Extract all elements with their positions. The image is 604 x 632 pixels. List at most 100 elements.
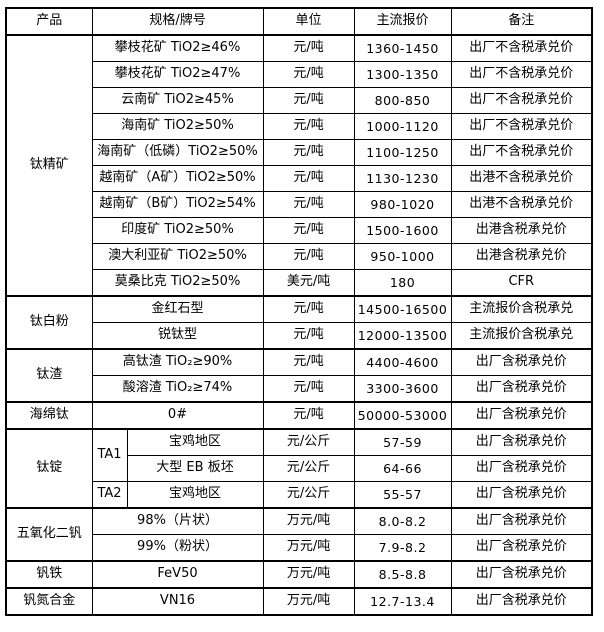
price-cell: 1360-1450 <box>353 34 452 62</box>
product-cell: 钛精矿 <box>5 34 93 297</box>
unit-cell: 元/公斤 <box>262 481 355 509</box>
unit-cell: 元/吨 <box>262 401 355 430</box>
product-cell: 钒铁 <box>5 560 93 589</box>
table-row: 海绵钛 0# 元/吨 50000-53000 出厂含税承兑价 <box>5 401 593 430</box>
price-cell: 7.9-8.2 <box>353 534 452 562</box>
unit-cell: 元/公斤 <box>262 428 355 456</box>
unit-cell: 元/吨 <box>262 217 355 244</box>
price-cell: 8.5-8.8 <box>353 560 452 589</box>
product-cell: 海绵钛 <box>5 401 93 430</box>
table-row: 锐钛型 元/吨 12000-13500 主流报价含税承兑 <box>6 322 593 350</box>
price-cell: 12.7-13.4 <box>353 587 452 616</box>
note-cell: 出厂不含税承兑价 <box>450 34 593 62</box>
price-cell: 50000-53000 <box>353 401 452 430</box>
col-header-note: 备注 <box>450 7 593 36</box>
spec-cell: 99%（粉状） <box>91 534 264 562</box>
unit-cell: 元/吨 <box>262 295 355 323</box>
note-cell: 主流报价含税承兑 <box>450 295 593 323</box>
product-cell: 钛锭 <box>5 428 93 509</box>
spec-cell: 海南矿 TiO2≥50% <box>91 113 264 140</box>
col-header-unit: 单位 <box>262 7 355 36</box>
note-cell: CFR <box>450 269 593 297</box>
grade-cell: TA1 <box>91 428 128 482</box>
spec-cell: 云南矿 TiO2≥45% <box>91 87 264 114</box>
table-row: 五氧化二钒 98%（片状） 万元/吨 8.0-8.2 出厂含税承兑价 <box>5 507 593 562</box>
table-row: 钛白粉 金红石型 元/吨 14500-16500 主流报价含税承兑 <box>5 295 593 350</box>
table-row: 钒氮合金 VN16 万元/吨 12.7-13.4 出厂含税承兑价 <box>5 587 593 616</box>
table-row: 海南矿（低磷）TiO2≥50% 元/吨 1100-1250 出厂不含税承兑价 <box>6 139 593 166</box>
price-cell: 8.0-8.2 <box>353 507 452 535</box>
spec-cell: 印度矿 TiO2≥50% <box>91 217 264 244</box>
col-header-price: 主流报价 <box>353 7 452 36</box>
price-cell: 180 <box>353 269 452 297</box>
price-cell: 980-1020 <box>353 191 452 218</box>
unit-cell: 元/吨 <box>262 191 355 218</box>
price-cell: 1130-1230 <box>353 165 452 192</box>
col-header-spec: 规格/牌号 <box>91 7 264 36</box>
price-cell: 55-57 <box>353 481 452 509</box>
spec-cell: 海南矿（低磷）TiO2≥50% <box>91 139 264 166</box>
note-cell: 出港不含税承兑价 <box>450 191 593 218</box>
table-row: 越南矿（B矿）TiO2≥54% 元/吨 980-1020 出港不含税承兑价 <box>6 191 593 218</box>
price-cell: 800-850 <box>353 87 452 114</box>
note-cell: 出厂含税承兑价 <box>450 455 593 482</box>
unit-cell: 元/吨 <box>262 139 355 166</box>
table-row: 钛锭 TA1 宝鸡地区 元/公斤 57-59 出厂含税承兑价 <box>5 428 593 509</box>
price-cell: 4400-4600 <box>353 348 452 376</box>
unit-cell: 元/吨 <box>262 34 355 62</box>
spec-cell: 酸溶渣 TiO₂≥74% <box>91 375 264 403</box>
note-cell: 出厂不含税承兑价 <box>450 61 593 88</box>
note-cell: 出港含税承兑价 <box>450 217 593 244</box>
price-cell: 1100-1250 <box>353 139 452 166</box>
unit-cell: 元/吨 <box>262 87 355 114</box>
table-row: TA2 宝鸡地区 元/公斤 55-57 出厂含税承兑价 <box>6 481 593 509</box>
table-row: 钒铁 FeV50 万元/吨 8.5-8.8 出厂含税承兑价 <box>5 560 593 589</box>
note-cell: 出厂不含税承兑价 <box>450 139 593 166</box>
price-table: 产品 规格/牌号 单位 主流报价 备注 钛精矿 攀枝花矿 TiO2≥46% 元/… <box>5 7 594 616</box>
note-cell: 主流报价含税承兑 <box>450 322 593 350</box>
price-cell: 1300-1350 <box>353 61 452 88</box>
note-cell: 出港含税承兑价 <box>450 243 593 270</box>
spec-cell: 锐钛型 <box>91 322 264 350</box>
spec-cell: 金红石型 <box>91 295 264 323</box>
table-row: 钛渣 高钛渣 TiO₂≥90% 元/吨 4400-4600 出厂含税承兑价 <box>5 348 593 403</box>
col-header-product: 产品 <box>5 7 93 36</box>
price-cell: 57-59 <box>353 428 452 456</box>
grade-cell: TA2 <box>91 481 128 509</box>
table-row: 澳大利亚矿 TiO2≥50% 元/吨 950-1000 出港含税承兑价 <box>6 243 593 270</box>
note-cell: 出厂含税承兑价 <box>450 534 593 562</box>
unit-cell: 元/吨 <box>262 375 355 403</box>
table-row: 云南矿 TiO2≥45% 元/吨 800-850 出厂不含税承兑价 <box>6 87 593 114</box>
note-cell: 出厂含税承兑价 <box>450 507 593 535</box>
product-cell: 五氧化二钒 <box>5 507 93 562</box>
spec-cell: 攀枝花矿 TiO2≥47% <box>91 61 264 88</box>
table-row: 印度矿 TiO2≥50% 元/吨 1500-1600 出港含税承兑价 <box>6 217 593 244</box>
header-row: 产品 规格/牌号 单位 主流报价 备注 <box>5 7 593 36</box>
note-cell: 出厂不含税承兑价 <box>450 87 593 114</box>
unit-cell: 元/吨 <box>262 243 355 270</box>
unit-cell: 元/吨 <box>262 61 355 88</box>
spec-cell: VN16 <box>91 587 264 616</box>
unit-cell: 万元/吨 <box>262 560 355 589</box>
table-row: 攀枝花矿 TiO2≥47% 元/吨 1300-1350 出厂不含税承兑价 <box>6 61 593 88</box>
unit-cell: 万元/吨 <box>262 507 355 535</box>
unit-cell: 万元/吨 <box>262 587 355 616</box>
unit-cell: 美元/吨 <box>262 269 355 297</box>
price-cell: 64-66 <box>353 455 452 482</box>
price-cell: 14500-16500 <box>353 295 452 323</box>
spec-cell: 攀枝花矿 TiO2≥46% <box>91 34 264 62</box>
table-row: 越南矿（A矿）TiO2≥50% 元/吨 1130-1230 出港不含税承兑价 <box>6 165 593 192</box>
spec-cell: FeV50 <box>91 560 264 589</box>
note-cell: 出厂含税承兑价 <box>450 375 593 403</box>
note-cell: 出厂含税承兑价 <box>450 481 593 509</box>
unit-cell: 元/吨 <box>262 348 355 376</box>
unit-cell: 元/公斤 <box>262 455 355 482</box>
spec-cell: 高钛渣 TiO₂≥90% <box>91 348 264 376</box>
spec-cell: 0# <box>91 401 264 430</box>
spec-cell: 莫桑比克 TiO2≥50% <box>91 269 264 297</box>
note-cell: 出厂含税承兑价 <box>450 428 593 456</box>
unit-cell: 元/吨 <box>262 322 355 350</box>
table-row: 酸溶渣 TiO₂≥74% 元/吨 3300-3600 出厂含税承兑价 <box>6 375 593 403</box>
product-cell: 钛渣 <box>5 348 93 403</box>
